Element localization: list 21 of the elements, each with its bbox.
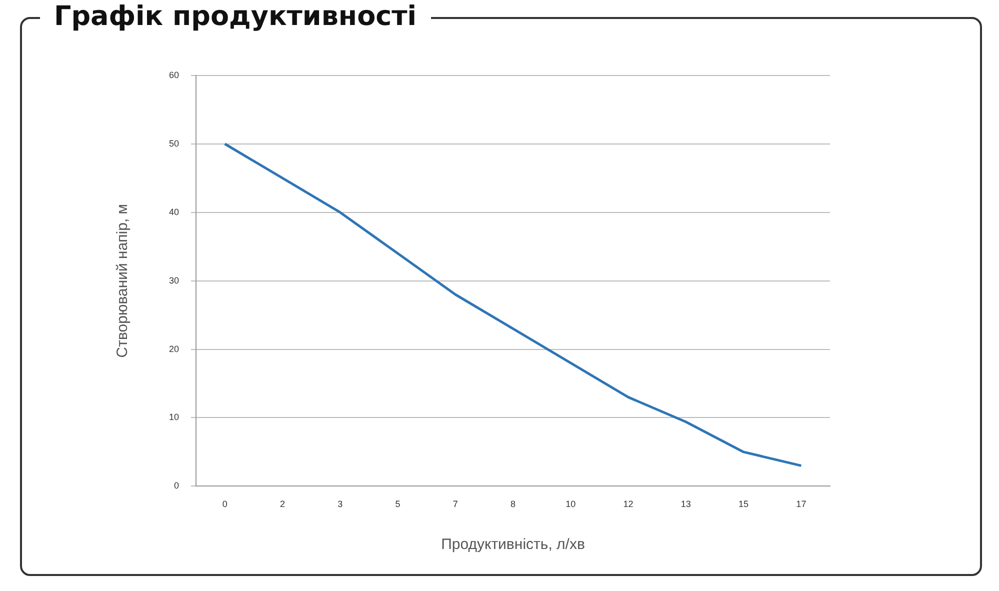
x-tick-label: 0 — [222, 499, 228, 510]
x-tick-label: 10 — [566, 499, 576, 510]
x-tick-label: 8 — [510, 499, 516, 510]
chart-title: Графік продуктивності — [40, 0, 431, 34]
x-tick-label: 12 — [623, 499, 634, 510]
x-tick-label: 7 — [452, 499, 458, 510]
x-tick-label: 17 — [796, 499, 806, 510]
y-axis-title: Створюваний напір, м — [114, 204, 132, 358]
x-tick-label: 3 — [338, 499, 343, 510]
y-tick-label: 60 — [168, 70, 180, 80]
x-tick-label: 13 — [680, 499, 691, 510]
x-tick-label: 2 — [280, 499, 285, 510]
x-tick-label: 15 — [738, 499, 749, 510]
x-tick-label: 5 — [395, 499, 400, 510]
y-tick-label: 0 — [174, 480, 180, 491]
y-tick-label: 50 — [168, 138, 180, 148]
y-tick-label: 20 — [168, 344, 180, 354]
y-tick-label: 40 — [168, 206, 180, 217]
y-tick-label: 10 — [168, 412, 180, 422]
x-axis-title: Продуктивність, л/хв — [441, 536, 585, 554]
y-tick-label: 30 — [168, 275, 180, 286]
